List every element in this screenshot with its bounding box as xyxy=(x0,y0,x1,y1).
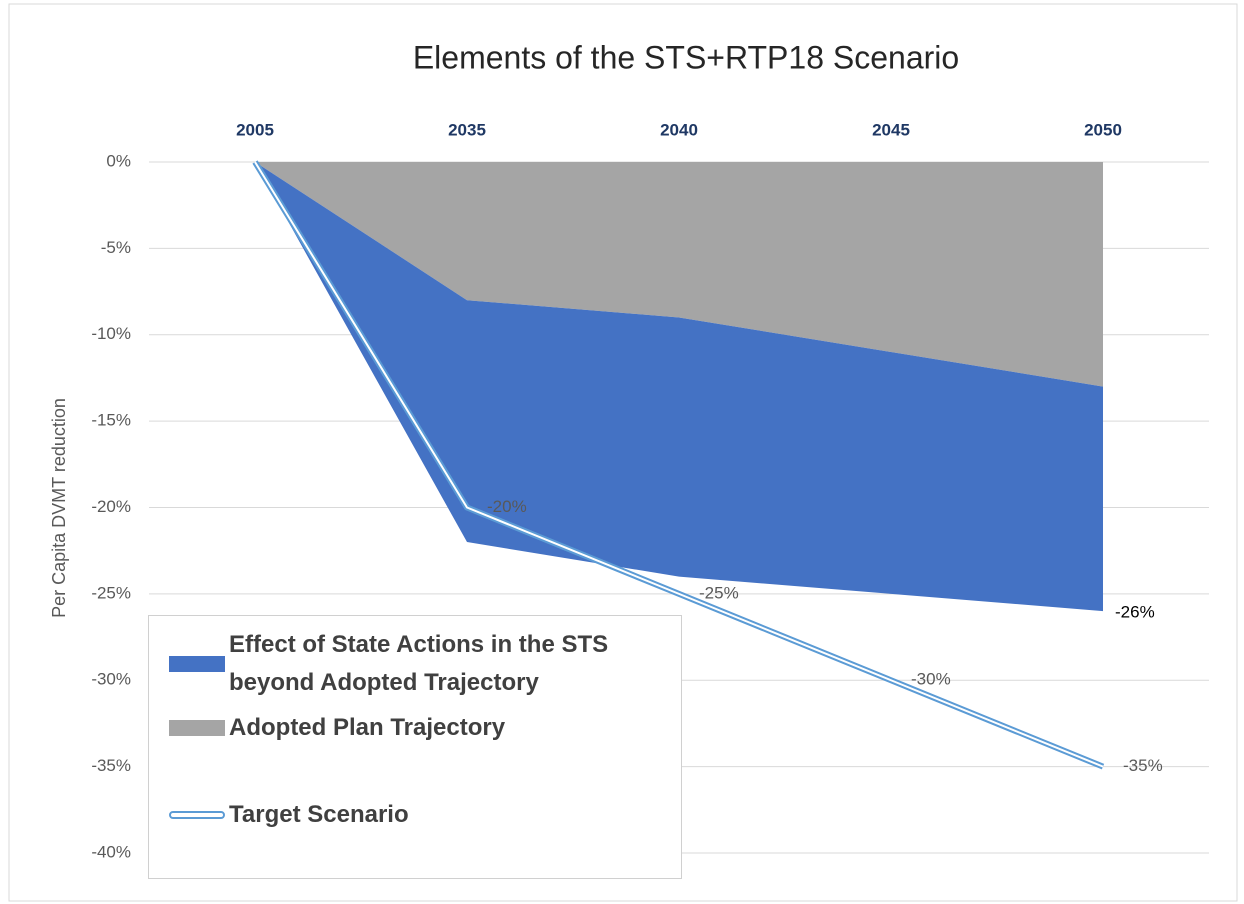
y-tick-label: -5% xyxy=(101,238,131,257)
y-tick-label: -10% xyxy=(91,324,131,343)
legend-swatch xyxy=(169,720,225,736)
legend-entry: Target Scenario xyxy=(169,796,669,834)
x-tick-label: 2045 xyxy=(872,120,910,139)
legend-entry: Effect of State Actions in the STS beyon… xyxy=(169,626,669,702)
y-axis-label: Per Capita DVMT reduction xyxy=(49,398,69,618)
legend-label: Effect of State Actions in the STS beyon… xyxy=(229,631,609,696)
x-tick-label: 2040 xyxy=(660,120,698,139)
legend-entry: Adopted Plan Trajectory xyxy=(169,709,669,747)
line-inner xyxy=(254,161,1104,768)
legend-label: Adopted Plan Trajectory xyxy=(229,714,506,741)
area xyxy=(255,162,1103,387)
y-tick-label: -15% xyxy=(91,411,131,430)
legend-swatch xyxy=(169,811,225,819)
data-label: -35% xyxy=(1123,756,1163,775)
legend-swatch xyxy=(169,656,225,672)
legend: Effect of State Actions in the STS beyon… xyxy=(148,615,682,879)
annotation: -26% xyxy=(1115,603,1155,622)
y-tick-label: 0% xyxy=(106,151,131,170)
x-tick-label: 2035 xyxy=(448,120,486,139)
data-label: -25% xyxy=(699,583,739,602)
area xyxy=(255,162,1103,612)
y-tick-label: -40% xyxy=(91,842,131,861)
legend-label: Target Scenario xyxy=(229,801,409,828)
chart-frame xyxy=(8,3,1238,902)
x-tick-label: 2050 xyxy=(1084,120,1122,139)
x-tick-label: 2005 xyxy=(236,120,274,139)
y-tick-label: -20% xyxy=(91,497,131,516)
data-label: -20% xyxy=(487,497,527,516)
y-tick-label: -35% xyxy=(91,756,131,775)
chart-title: Elements of the STS+RTP18 Scenario xyxy=(413,39,959,75)
data-label: -30% xyxy=(911,670,951,689)
y-tick-label: -25% xyxy=(91,583,131,602)
y-tick-label: -30% xyxy=(91,670,131,689)
